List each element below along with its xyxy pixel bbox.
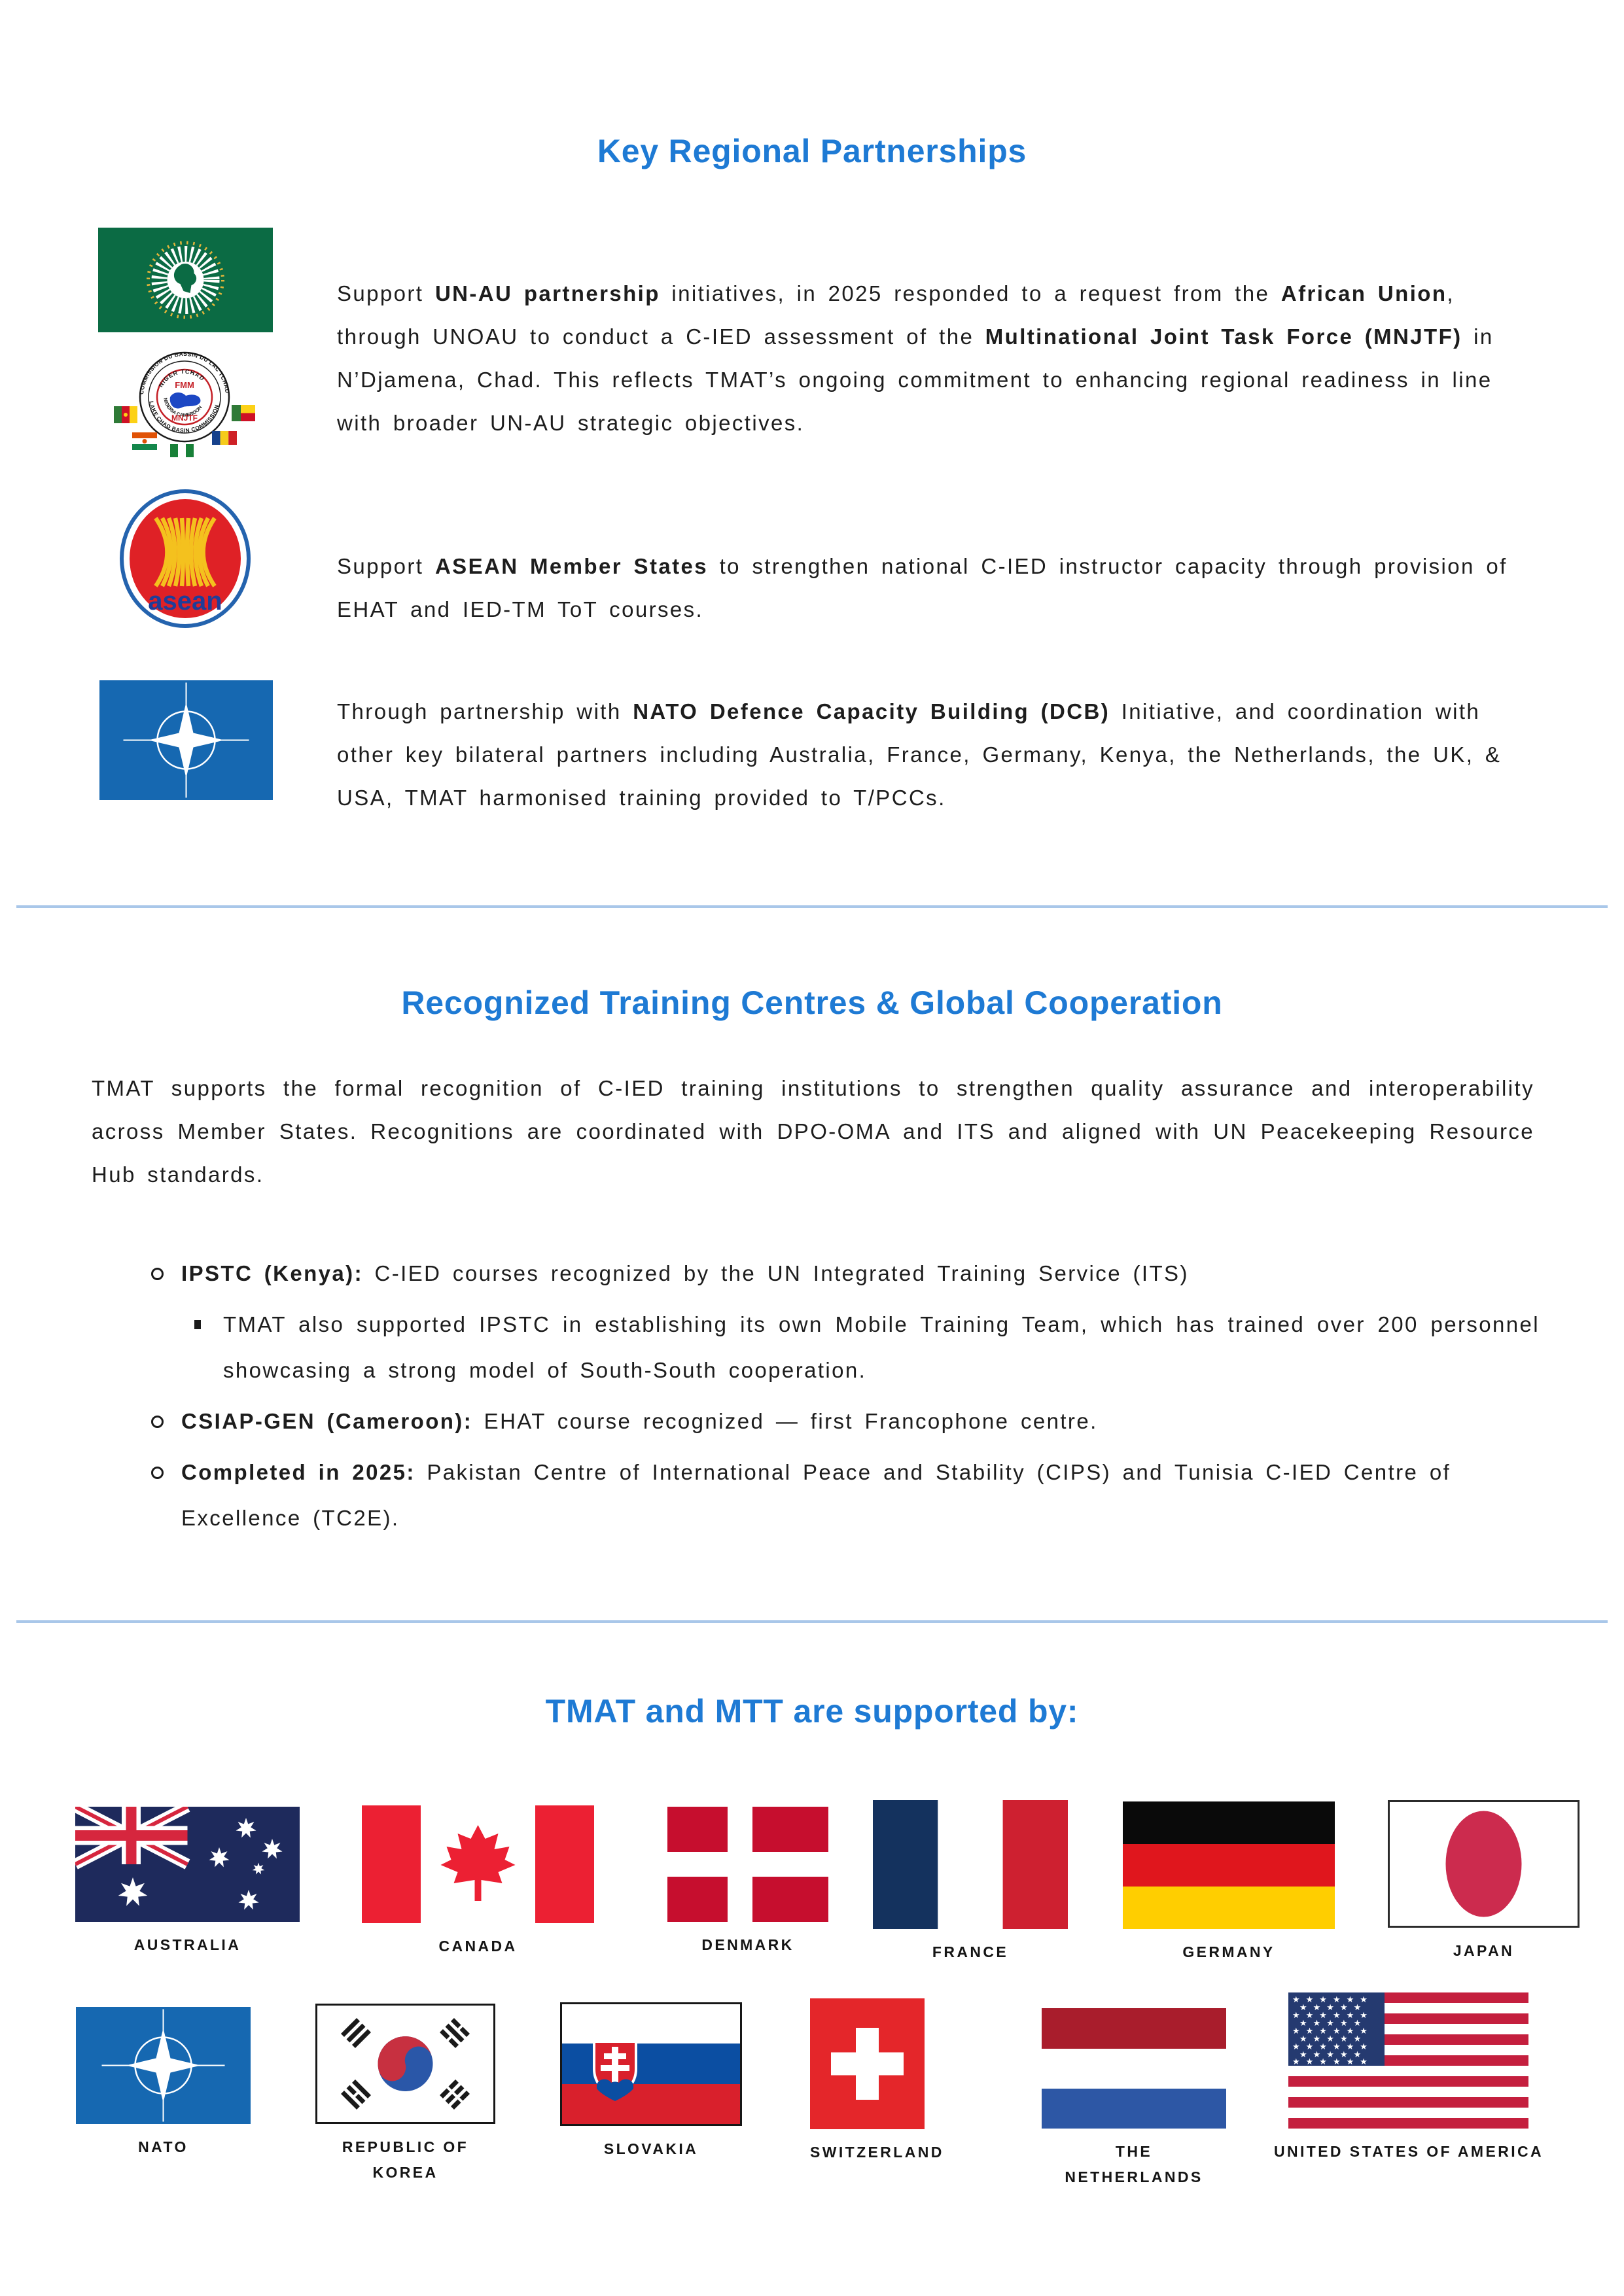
flag-label: NATO bbox=[138, 2138, 188, 2155]
france-flag: FRANCE bbox=[873, 1800, 1068, 1965]
square-bullet-icon bbox=[194, 1320, 201, 1329]
circle-bullet-icon bbox=[151, 1268, 164, 1280]
nato-flag bbox=[99, 680, 273, 800]
slovakia-flag: SLOVAKIA bbox=[560, 2002, 742, 2162]
svg-text:★★★★★★: ★★★★★★ bbox=[1292, 2057, 1373, 2066]
flag-label: AUSTRALIA bbox=[133, 1936, 241, 1953]
flag-label: DENMARK bbox=[701, 1936, 794, 1953]
svg-text:★★★★★: ★★★★★ bbox=[1299, 2018, 1367, 2028]
section2-title: Recognized Training Centres & Global Coo… bbox=[401, 984, 1223, 1021]
paragraph-nato: Through partnership with NATO Defence Ca… bbox=[337, 699, 1502, 810]
recognition-bullet-list: IPSTC (Kenya): C-IED courses recognized … bbox=[147, 1251, 1540, 1546]
flag-label: REPUBLIC OF KOREA bbox=[342, 2138, 469, 2182]
nigeria-mini-flag bbox=[170, 444, 194, 457]
seal-text-mnjtf: MNJTF bbox=[171, 413, 198, 423]
circle-bullet-icon bbox=[151, 1416, 164, 1428]
section-divider bbox=[16, 1620, 1608, 1623]
supporters-title: TMAT and MTT are supported by: bbox=[545, 1692, 1079, 1730]
flag-label: THE NETHERLANDS bbox=[1065, 2143, 1203, 2186]
section1-title: Key Regional Partnerships bbox=[597, 132, 1027, 169]
svg-text:★★★★★★: ★★★★★★ bbox=[1292, 2042, 1373, 2051]
bullet-item-csiap: CSIAP-GEN (Cameroon): EHAT course recogn… bbox=[147, 1399, 1540, 1444]
switzerland-flag: SWITZERLAND bbox=[810, 1998, 944, 2165]
japan-flag: JAPAN bbox=[1388, 1800, 1580, 1964]
flag-label: FRANCE bbox=[932, 1943, 1009, 1960]
mnjtf-seal: COMMISSION DU BASSIN DU LAC TCHAD LAKE C… bbox=[113, 350, 256, 466]
canada-flag: CANADA bbox=[362, 1805, 594, 1959]
niger-mini-flag bbox=[132, 432, 157, 450]
section-divider bbox=[16, 905, 1608, 908]
paragraph-asean: Support ASEAN Member States to strengthe… bbox=[337, 554, 1508, 621]
australia-flag: AUSTRALIA bbox=[75, 1807, 300, 1958]
usa-flag: ★★★★★★ ★★★★★ ★★★★★★ ★★★★★ ★★★★★★ ★★★★★ ★★★★… bbox=[1274, 1992, 1542, 2165]
flag-label: JAPAN bbox=[1453, 1942, 1515, 1959]
paragraph-un-au: Support UN-AU partnership initiatives, i… bbox=[337, 281, 1494, 435]
svg-text:★★★★★: ★★★★★ bbox=[1299, 2049, 1367, 2059]
netherlands-flag: THE NETHERLANDS bbox=[1042, 2008, 1226, 2190]
germany-flag: GERMANY bbox=[1123, 1801, 1335, 1965]
african-union-flag bbox=[98, 228, 273, 332]
svg-text:★★★★★★: ★★★★★★ bbox=[1292, 2026, 1373, 2036]
flag-label: SLOVAKIA bbox=[603, 2140, 699, 2157]
svg-text:★★★★★★: ★★★★★★ bbox=[1292, 2010, 1373, 2020]
paragraph-recognition: TMAT supports the formal recognition of … bbox=[92, 1076, 1534, 1187]
svg-text:★★★★★★: ★★★★★★ bbox=[1292, 1994, 1373, 2004]
flag-label: UNITED STATES OF AMERICA bbox=[1273, 2143, 1544, 2160]
denmark-flag: DENMARK bbox=[667, 1807, 828, 1958]
cameroon-mini-flag bbox=[114, 406, 137, 423]
asean-logo: asean bbox=[120, 489, 251, 628]
sub-bullet-item-mtt: TMAT also supported IPSTC in establishin… bbox=[193, 1302, 1540, 1393]
bullet-item-ipstc: IPSTC (Kenya): C-IED courses recognized … bbox=[147, 1251, 1540, 1296]
svg-text:★★★★★: ★★★★★ bbox=[1299, 2002, 1367, 2012]
flag-label: GERMANY bbox=[1182, 1943, 1275, 1960]
asean-wordmark: asean bbox=[148, 587, 222, 616]
seal-text-fmm: FMM bbox=[175, 380, 194, 390]
flag-label: SWITZERLAND bbox=[810, 2144, 944, 2161]
circle-bullet-icon bbox=[151, 1467, 164, 1479]
nato-flag: NATO bbox=[76, 2007, 251, 2160]
bullet-item-completed-2025: Completed in 2025: Pakistan Centre of In… bbox=[147, 1450, 1540, 1541]
benin-mini-flag bbox=[232, 405, 255, 421]
republic-of-korea-flag: REPUBLIC OF KOREA bbox=[315, 2004, 495, 2185]
svg-text:★★★★★: ★★★★★ bbox=[1299, 2034, 1367, 2044]
flag-label: CANADA bbox=[438, 1938, 518, 1955]
chad-mini-flag bbox=[212, 431, 237, 445]
